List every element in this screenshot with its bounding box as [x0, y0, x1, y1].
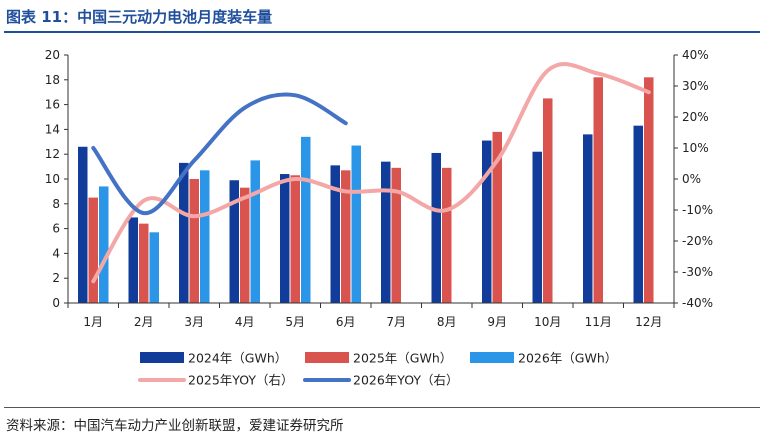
legend-swatch [470, 352, 514, 363]
bar [351, 145, 361, 303]
bar [532, 151, 542, 303]
series-line [91, 62, 651, 284]
title-divider [4, 31, 760, 33]
y-right-tick-label: 0% [682, 172, 701, 186]
footer-divider [4, 407, 760, 408]
x-tick-label: 5月 [285, 315, 305, 329]
bar [88, 197, 98, 303]
x-tick-label: 2月 [134, 315, 154, 329]
bar [179, 162, 189, 303]
bar [229, 180, 239, 303]
bar [341, 170, 351, 303]
bar-layer [78, 77, 654, 304]
legend-label: 2026年（GWh） [518, 351, 617, 366]
bar [99, 186, 109, 303]
bar [301, 136, 311, 303]
bar [543, 98, 553, 304]
bar [139, 223, 149, 303]
x-tick-label: 3月 [184, 315, 204, 329]
bar [492, 131, 502, 303]
bar [280, 174, 290, 303]
bar [633, 125, 643, 304]
x-tick-label: 8月 [437, 315, 457, 329]
legend-label: 2026年YOY（右） [353, 373, 459, 388]
chart-title: 图表 11：中国三元动力电池月度装车量 [6, 8, 273, 26]
bar [442, 167, 452, 303]
bar [391, 167, 401, 303]
series-line [91, 92, 348, 216]
y-left-tick-label: 4 [52, 246, 60, 260]
y-right-tick-label: -30% [682, 265, 713, 279]
bar [583, 134, 593, 303]
y-left-tick-label: 16 [45, 98, 60, 112]
y-left-tick-label: 8 [52, 197, 60, 211]
bar [431, 152, 441, 303]
bar [250, 160, 260, 303]
bar [200, 170, 210, 303]
y-right-tick-label: 30% [682, 79, 709, 93]
legend-swatch [305, 352, 349, 363]
y-right-tick-label: -10% [682, 203, 713, 217]
bar [189, 179, 199, 303]
y-right-tick-label: -20% [682, 234, 713, 248]
legend-swatch [140, 352, 184, 363]
y-left-tick-label: 18 [45, 73, 60, 87]
axis-layer: 0 2 4 6 8 10 12 14 16 18 20 -40% -30% -20% -10% 0% 10% 20… [45, 48, 713, 329]
y-right-tick-label: -40% [682, 296, 713, 310]
x-tick-label: 1月 [83, 315, 103, 329]
y-left-tick-label: 10 [45, 172, 60, 186]
bar [644, 77, 654, 303]
x-tick-label: 10月 [534, 315, 561, 329]
x-tick-label: 11月 [585, 315, 612, 329]
bar [240, 187, 250, 303]
x-tick-label: 6月 [336, 315, 356, 329]
bar [330, 165, 340, 303]
x-tick-label: 9月 [487, 315, 507, 329]
bar [290, 175, 300, 303]
y-left-tick-label: 20 [45, 48, 60, 62]
legend-label: 2025年（GWh） [353, 351, 452, 366]
y-left-tick-label: 12 [45, 147, 60, 161]
bar [381, 161, 391, 303]
y-left-tick-label: 0 [52, 296, 60, 310]
y-right-tick-label: 10% [682, 141, 709, 155]
x-tick-label: 4月 [235, 315, 255, 329]
bar [128, 217, 138, 303]
bar [149, 232, 159, 303]
legend-label: 2024年（GWh） [188, 351, 287, 366]
y-right-tick-label: 20% [682, 110, 709, 124]
legend-label: 2025年YOY（右） [188, 373, 294, 388]
bar [482, 140, 492, 303]
x-tick-label: 7月 [386, 315, 406, 329]
bar [78, 146, 88, 303]
bar [593, 77, 603, 303]
y-right-tick-label: 40% [682, 48, 709, 62]
y-left-tick-label: 2 [52, 271, 60, 285]
legend: 2024年（GWh） 2025年（GWh） 2026年（GWh） 2025年YOY（右… [138, 351, 617, 388]
y-left-tick-label: 14 [45, 122, 60, 136]
source-note: 资料来源：中国汽车动力产业创新联盟，爱建证券研究所 [6, 418, 344, 434]
line-layer [91, 62, 651, 284]
x-tick-label: 12月 [635, 315, 662, 329]
y-left-tick-label: 6 [52, 222, 60, 236]
